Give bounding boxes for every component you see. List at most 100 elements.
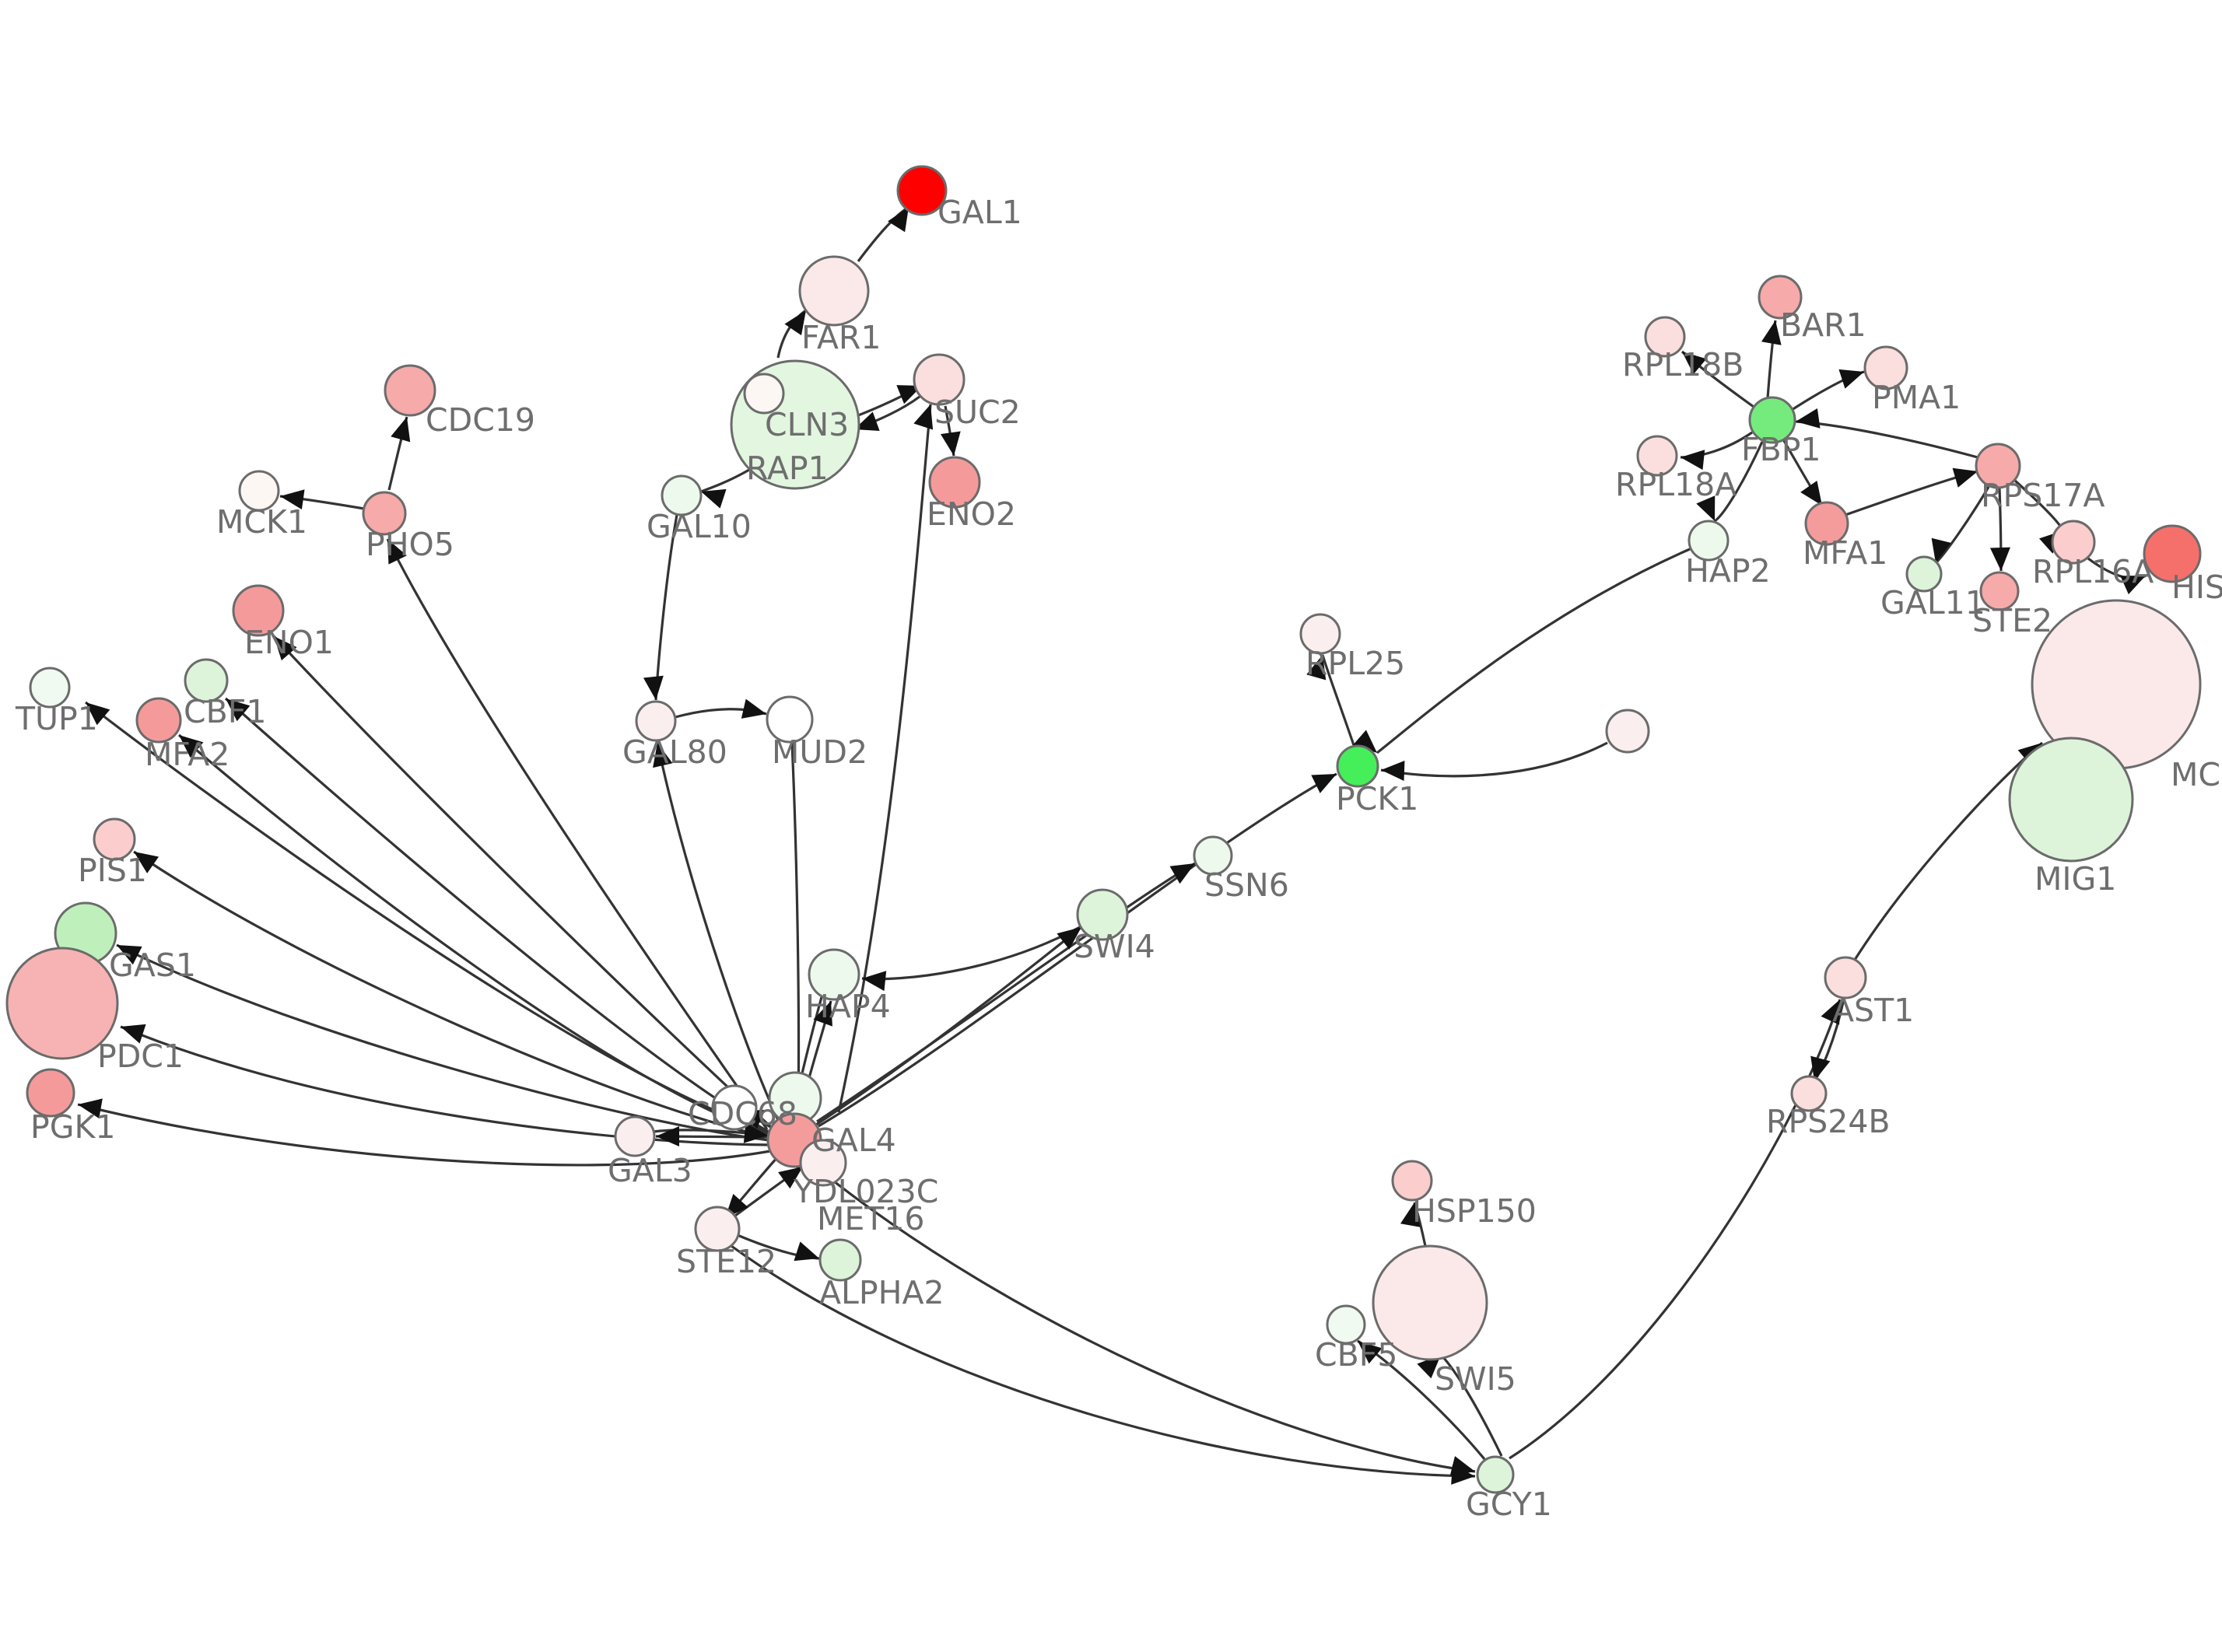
node-suc2[interactable]: SUC2 — [913, 353, 966, 406]
node-rps24b[interactable]: RPS24B — [1790, 1075, 1828, 1112]
node-label-hap4: HAP4 — [805, 988, 891, 1025]
arrowhead — [1681, 450, 1705, 471]
arrowhead — [1952, 467, 1978, 488]
node-label-rpl16a: RPL16A — [2032, 553, 2154, 590]
node-pck1[interactable]: PCK1 — [1336, 744, 1379, 788]
node-ste2[interactable]: STE2 — [1979, 571, 2020, 611]
node-mig1[interactable]: MIG1 — [2008, 737, 2134, 863]
node-eno1[interactable]: ENO1 — [232, 584, 285, 637]
edge-gal4-to-swi4 — [813, 926, 1082, 1128]
arrowhead — [1451, 1464, 1475, 1485]
edge-gal4-to-pgk1 — [77, 1103, 771, 1167]
arrowhead — [888, 207, 909, 233]
node-ssn6[interactable]: SSN6 — [1193, 835, 1233, 876]
node-swi4[interactable]: SWI4 — [1076, 888, 1129, 941]
arrowhead — [280, 489, 305, 510]
node-unlab1[interactable]: UNLAB1 — [1605, 709, 1650, 754]
arrowhead — [1352, 730, 1377, 753]
arrowhead — [391, 417, 411, 443]
arrowhead — [179, 735, 204, 758]
node-hap2[interactable]: HAP2 — [1688, 520, 1730, 562]
arrowhead — [862, 971, 887, 992]
edge-ast1-to-mcm1 — [1853, 741, 2044, 961]
node-bar1[interactable]: BAR1 — [1758, 275, 1803, 320]
arrowhead — [1169, 863, 1195, 884]
node-rpl18b[interactable]: RPL18B — [1644, 316, 1686, 358]
node-cdc68[interactable]: CDC68 — [711, 1084, 758, 1131]
node-mfa2[interactable]: MFA2 — [135, 697, 182, 744]
arrowhead — [940, 431, 961, 456]
node-label-gal1: GAL1 — [938, 194, 1022, 231]
node-ast1[interactable]: AST1 — [1824, 956, 1867, 999]
edge-mud2-to-gal4 — [790, 742, 801, 1113]
node-label-cbf1: CBF1 — [184, 693, 266, 730]
node-gal3[interactable]: GAL3 — [614, 1115, 656, 1157]
node-gal11[interactable]: GAL11 — [1905, 555, 1943, 593]
arrowhead — [1800, 480, 1822, 506]
node-gcy1[interactable]: GCY1 — [1476, 1455, 1515, 1494]
node-his4[interactable]: HIS4 — [2143, 524, 2202, 583]
node-eno2[interactable]: ENO2 — [928, 456, 981, 509]
node-gal10[interactable]: GAL10 — [661, 474, 703, 516]
arrowhead — [656, 1126, 679, 1146]
arrowhead — [1306, 655, 1327, 681]
edge-fbp1-to-hap2 — [1713, 441, 1764, 523]
node-rap1[interactable]: RAP1 — [743, 373, 785, 415]
node-tup1[interactable]: TUP1 — [29, 667, 71, 709]
node-mud2[interactable]: MUD2 — [766, 695, 814, 744]
edge-cln3-to-gal10 — [700, 468, 750, 493]
node-cdc19[interactable]: CDC19 — [384, 364, 436, 417]
node-pma1[interactable]: PMA1 — [1863, 345, 1908, 390]
node-hsp150[interactable]: HSP150 — [1391, 1160, 1433, 1202]
node-label-cdc68: CDC68 — [688, 1095, 797, 1132]
arrowhead — [701, 488, 727, 509]
node-label-gal10: GAL10 — [647, 508, 752, 545]
node-rpl16a[interactable]: RPL16A — [2051, 520, 2096, 565]
node-swi5[interactable]: SWI5 — [1372, 1244, 1488, 1361]
node-pgk1[interactable]: PGK1 — [26, 1068, 75, 1118]
node-alpha2[interactable]: ALPHA2 — [818, 1238, 862, 1282]
node-cbf5[interactable]: CBF5 — [1326, 1304, 1366, 1345]
arrowhead — [1931, 537, 1951, 563]
arrowhead — [1311, 774, 1337, 793]
node-layer[interactable]: GAL1FAR1SUC2ENO2CLN3RAP1GAL10CDC19PHO5MC… — [5, 165, 2202, 1494]
node-label-gas1: GAS1 — [109, 947, 196, 984]
node-label-bar1: BAR1 — [1780, 306, 1866, 344]
node-far1[interactable]: FAR1 — [798, 255, 870, 327]
node-label-ssn6: SSN6 — [1204, 866, 1289, 904]
arrowhead — [743, 1122, 768, 1143]
edge-rps17a-to-gal11 — [1934, 486, 1990, 565]
node-gal80[interactable]: GAL80 — [635, 700, 677, 742]
node-pis1[interactable]: PIS1 — [93, 817, 136, 861]
node-label-rpl25: RPL25 — [1306, 645, 1405, 682]
edge-gal4-to-pis1 — [133, 850, 769, 1139]
node-mfa1[interactable]: MFA1 — [1804, 501, 1849, 546]
node-label-far1: FAR1 — [801, 319, 881, 356]
node-gal1[interactable]: GAL1 — [896, 165, 948, 216]
node-label-gal4: GAL4 — [811, 1122, 896, 1159]
node-label-mud2: MUD2 — [772, 733, 867, 771]
arrowhead — [1761, 320, 1782, 345]
node-label-hsp150: HSP150 — [1412, 1192, 1537, 1230]
node-label-mcm1: MCM1 — [2171, 756, 2222, 793]
node-cbf1[interactable]: CBF1 — [184, 658, 229, 703]
node-rpl25[interactable]: RPL25 — [1299, 613, 1341, 655]
node-hap4[interactable]: HAP4 — [808, 948, 860, 1001]
node-mck1[interactable]: MCK1 — [238, 470, 280, 512]
node-ydl023c[interactable]: YDL023C — [799, 1139, 847, 1187]
node-rpl18a[interactable]: RPL18A — [1636, 435, 1678, 477]
node-pho5[interactable]: PHO5 — [362, 491, 407, 536]
node-ste12[interactable]: STE12 — [694, 1206, 741, 1252]
node-label-mfa1: MFA1 — [1803, 534, 1887, 572]
node-label-layer: GAL1FAR1SUC2ENO2CLN3RAP1GAL10CDC19PHO5MC… — [15, 194, 2222, 1523]
edge-hap2-to-pck1 — [1376, 548, 1691, 754]
arrowhead — [1989, 547, 2010, 571]
node-label-swi5: SWI5 — [1435, 1360, 1516, 1398]
node-pdc1[interactable]: PDC1 — [5, 947, 119, 1060]
node-fbp1[interactable]: FBP1 — [1748, 396, 1796, 444]
node-rps17a[interactable]: RPS17A — [1975, 443, 2021, 489]
arrowhead — [1838, 369, 1864, 389]
edge-ste12-to-gcy1 — [731, 1244, 1476, 1478]
arrowhead — [117, 945, 142, 965]
